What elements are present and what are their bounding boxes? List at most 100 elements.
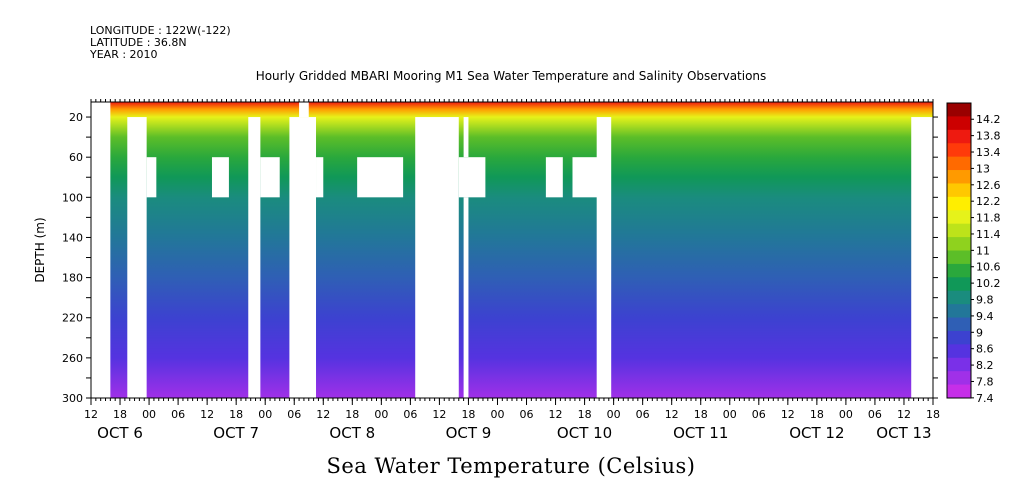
missing-data-block-16 xyxy=(596,117,612,399)
colorbar-label: 8.2 xyxy=(976,359,994,372)
x-tick-label: 06 xyxy=(752,408,766,421)
missing-data-block-17 xyxy=(911,117,933,399)
x-tick-label: 00 xyxy=(607,408,621,421)
colorbar-swatch-9 xyxy=(947,223,971,238)
colorbar-label: 7.4 xyxy=(976,392,994,405)
date-label: OCT 6 xyxy=(97,424,143,442)
x-tick-label: 00 xyxy=(142,408,156,421)
date-label: OCT 8 xyxy=(329,424,375,442)
date-label: OCT 10 xyxy=(557,424,612,442)
plot-area xyxy=(91,102,933,398)
colorbar-swatch-17 xyxy=(947,330,971,345)
x-tick-label: 18 xyxy=(810,408,824,421)
colorbar-label: 9 xyxy=(976,326,983,339)
y-tick-label: 300 xyxy=(62,392,83,405)
colorbar-swatch-10 xyxy=(947,237,971,251)
x-tick-label: 12 xyxy=(665,408,679,421)
x-tick-label: 18 xyxy=(113,408,127,421)
missing-data-block-8 xyxy=(316,157,324,198)
x-tick-label: 18 xyxy=(345,408,359,421)
colorbar-label: 13.4 xyxy=(976,146,1001,159)
missing-data-block-6 xyxy=(289,117,317,399)
colorbar-swatch-1 xyxy=(947,116,971,131)
colorbar-label: 10.6 xyxy=(976,261,1001,274)
missing-data-block-12 xyxy=(463,117,469,158)
latitude-label: LATITUDE : 36.8N xyxy=(90,36,187,49)
colorbar-swatch-20 xyxy=(947,371,971,386)
x-tick-label: 06 xyxy=(636,408,650,421)
colorbar-label: 7.8 xyxy=(976,375,994,388)
colorbar-swatch-5 xyxy=(947,170,971,184)
x-tick-label: 18 xyxy=(229,408,243,421)
y-tick-label: 140 xyxy=(62,231,83,244)
colorbar-swatch-16 xyxy=(947,317,971,332)
colorbar-swatch-2 xyxy=(947,129,971,144)
missing-data-block-13 xyxy=(463,197,469,398)
missing-data-block-11 xyxy=(458,157,486,198)
missing-data-block-14 xyxy=(545,157,563,198)
colorbar-label: 9.8 xyxy=(976,294,994,307)
missing-data-block-10 xyxy=(415,117,459,399)
chart-title: Hourly Gridded MBARI Mooring M1 Sea Wate… xyxy=(255,69,767,83)
colorbar-label: 13.8 xyxy=(976,130,1001,143)
x-tick-label: 06 xyxy=(520,408,534,421)
longitude-label: LONGITUDE : 122W(-122) xyxy=(90,24,231,37)
missing-data-block-3 xyxy=(211,157,229,198)
colorbar-swatch-3 xyxy=(947,143,971,158)
colorbar: 14.2 13.8 13.4 13 12.6 12.2 11.8 11.4 11 10.6 10.2… xyxy=(946,102,1001,405)
y-tick-label: 260 xyxy=(62,352,83,365)
x-tick-label: 12 xyxy=(897,408,911,421)
x-tick-label: 18 xyxy=(461,408,475,421)
colorbar-label: 14.2 xyxy=(976,113,1001,126)
x-axis: 12 18 00 06 12 18 00 06 12 18 00 06 12 18 00 06 12 18 00 06… xyxy=(84,398,940,442)
year-label: YEAR : 2010 xyxy=(90,48,158,61)
y-axis-label: DEPTH (m) xyxy=(33,217,47,282)
colorbar-swatch-4 xyxy=(947,156,971,171)
colorbar-label: 8.6 xyxy=(976,343,994,356)
missing-data-block-9 xyxy=(357,157,404,198)
colorbar-swatch-8 xyxy=(947,210,971,225)
x-tick-label: 06 xyxy=(171,408,185,421)
y-tick-label: 180 xyxy=(62,272,83,285)
colorbar-label: 12.2 xyxy=(976,195,1001,208)
date-label: OCT 11 xyxy=(673,424,728,442)
colorbar-swatch-11 xyxy=(947,250,971,265)
date-label: OCT 13 xyxy=(876,424,931,442)
y-axis: 20 60 100 140 180 220 260 300 xyxy=(62,111,938,405)
x-tick-label: 18 xyxy=(694,408,708,421)
missing-data-gaps xyxy=(91,102,933,399)
colorbar-label: 10.2 xyxy=(976,277,1001,290)
missing-data-block-0 xyxy=(91,102,111,398)
missing-data-block-2 xyxy=(146,157,157,198)
y-tick-label: 60 xyxy=(69,151,83,164)
y-tick-label: 220 xyxy=(62,312,83,325)
date-label: OCT 9 xyxy=(446,424,492,442)
x-tick-label: 12 xyxy=(549,408,563,421)
temperature-field xyxy=(91,102,933,398)
x-tick-label: 00 xyxy=(490,408,504,421)
x-tick-label: 00 xyxy=(839,408,853,421)
x-tick-label: 12 xyxy=(781,408,795,421)
x-tick-label: 00 xyxy=(723,408,737,421)
missing-data-block-5 xyxy=(260,157,280,198)
x-tick-label: 18 xyxy=(578,408,592,421)
colorbar-swatch-13 xyxy=(947,277,971,292)
missing-data-block-4 xyxy=(248,117,261,399)
colorbar-swatch-18 xyxy=(947,344,971,359)
x-tick-label: 06 xyxy=(868,408,882,421)
x-tick-label: 18 xyxy=(926,408,940,421)
x-tick-label: 06 xyxy=(287,408,301,421)
x-tick-label: 12 xyxy=(84,408,98,421)
x-tick-label: 06 xyxy=(403,408,417,421)
colorbar-swatch-14 xyxy=(947,290,971,305)
colorbar-label: 12.6 xyxy=(976,179,1001,192)
missing-data-block-7 xyxy=(299,102,309,118)
y-tick-label: 20 xyxy=(69,111,83,124)
colorbar-swatch-15 xyxy=(947,304,971,319)
colorbar-swatch-21 xyxy=(947,384,971,399)
variable-title: Sea Water Temperature (Celsius) xyxy=(326,454,696,478)
colorbar-label: 11.8 xyxy=(976,212,1001,225)
missing-data-block-1 xyxy=(127,117,147,399)
x-tick-label: 12 xyxy=(316,408,330,421)
